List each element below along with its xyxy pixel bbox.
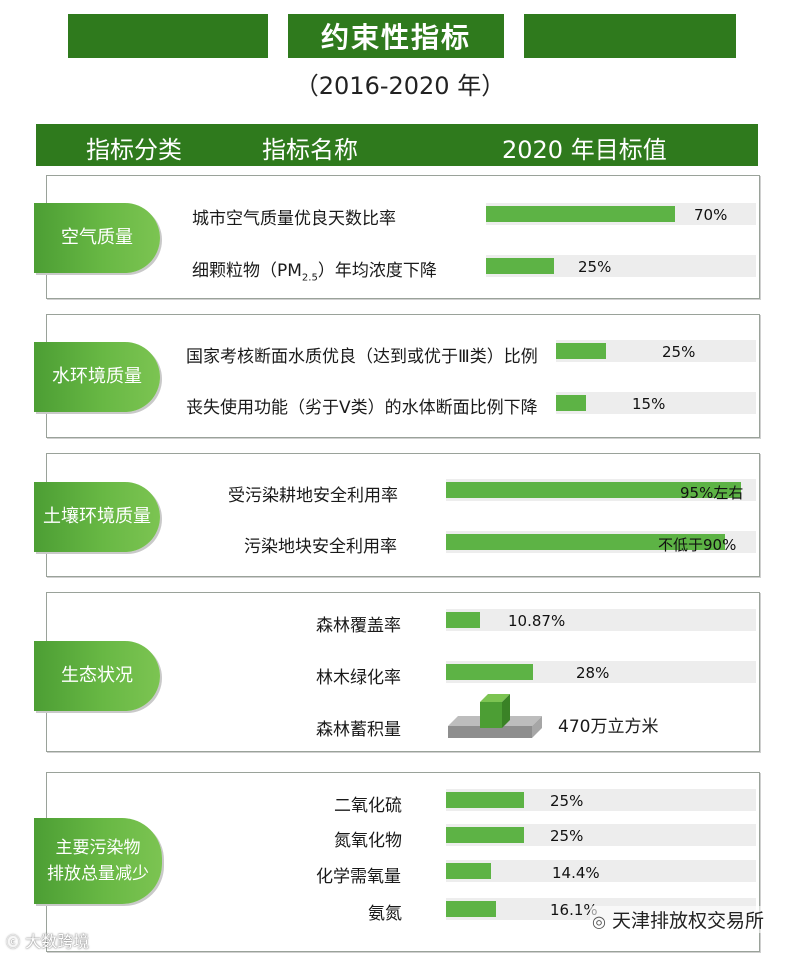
category-pollutants: 主要污染物 排放总量减少 xyxy=(34,818,162,904)
indicator-label-sub: 2.5 xyxy=(301,272,318,284)
title-left-bar xyxy=(68,14,268,58)
bar xyxy=(446,863,491,879)
bar-track xyxy=(446,860,756,882)
indicator-label: 森林蓄积量 xyxy=(316,720,401,740)
data-label: 25% xyxy=(550,792,584,810)
watermark-left: ⓒ 大数跨境 xyxy=(6,928,89,952)
data-label: 28% xyxy=(576,664,610,682)
bar xyxy=(446,482,741,498)
data-label: 10.87% xyxy=(508,612,566,630)
indicator-label: 丧失使用功能（劣于Ⅴ类）的水体断面比例下降 xyxy=(186,398,538,418)
indicator-label-main: 细颗粒物（PM xyxy=(192,261,302,281)
table-header: 指标分类 指标名称 2020 年目标值 xyxy=(36,124,758,166)
indicator-label: 二氧化硫 xyxy=(334,796,402,816)
category-soil: 土壤环境质量 xyxy=(34,482,160,552)
watermark-left-text: 大数跨境 xyxy=(25,932,90,951)
data-label: 70% xyxy=(694,206,728,224)
block-top xyxy=(480,694,510,702)
header-target: 2020 年目标值 xyxy=(502,136,667,164)
indicator-label: 林木绿化率 xyxy=(316,668,401,688)
block-front xyxy=(480,702,502,728)
bar xyxy=(556,343,606,359)
bar xyxy=(446,827,524,843)
bar-track xyxy=(446,789,756,811)
data-label: 470万立方米 xyxy=(558,717,659,737)
data-label: 15% xyxy=(632,395,666,413)
category-air: 空气质量 xyxy=(34,203,160,273)
bar-track xyxy=(556,340,756,362)
block-base-side xyxy=(532,716,542,738)
category-line: 排放总量减少 xyxy=(47,864,149,884)
bar xyxy=(446,534,725,550)
panel-water xyxy=(46,314,760,438)
watermark-right: ◎ 天津排放权交易所 xyxy=(590,906,767,933)
bar-track xyxy=(446,479,756,501)
title-right-bar xyxy=(524,14,736,58)
bar xyxy=(446,901,496,917)
bar-track xyxy=(556,392,756,414)
data-label: 14.4% xyxy=(552,864,600,882)
indicator-label: 氨氮 xyxy=(368,904,402,924)
header-indicator: 指标名称 xyxy=(262,136,358,164)
data-label: 25% xyxy=(578,258,612,276)
bar-track xyxy=(486,255,756,277)
panel-air xyxy=(46,175,760,299)
forest-volume-block xyxy=(448,694,542,738)
indicator-label: 城市空气质量优良天数比率 xyxy=(192,209,396,229)
block-base-front xyxy=(448,726,532,738)
block-side xyxy=(502,694,510,728)
indicator-label: 氮氧化物 xyxy=(334,831,402,851)
category-ecology: 生态状况 xyxy=(34,641,160,711)
chart-subtitle: （2016-2020 年） xyxy=(294,72,506,100)
data-label: 25% xyxy=(550,827,584,845)
bar xyxy=(446,612,480,628)
indicator-label: 化学需氧量 xyxy=(316,867,401,887)
indicator-label: 森林覆盖率 xyxy=(316,616,401,636)
category-water: 水环境质量 xyxy=(34,342,160,412)
indicator-label: 污染地块安全利用率 xyxy=(244,537,397,557)
bar-track xyxy=(446,609,756,631)
data-label: 16.1% xyxy=(550,901,598,919)
indicator-label-tail: ）年均浓度下降 xyxy=(317,261,437,281)
indicator-label: 细颗粒物（PM2.5）年均浓度下降 xyxy=(192,256,437,283)
bar xyxy=(446,792,524,808)
watermark-right-text: 天津排放权交易所 xyxy=(612,910,765,932)
wechat-icon: ◎ xyxy=(592,912,606,931)
bar xyxy=(556,395,586,411)
bar xyxy=(486,258,554,274)
panel-soil xyxy=(46,453,760,577)
bar-track xyxy=(486,203,756,225)
chart-title: 约束性指标 xyxy=(288,14,504,58)
indicator-label: 国家考核断面水质优良（达到或优于Ⅲ类）比例 xyxy=(186,347,538,367)
bar-track xyxy=(446,661,756,683)
data-label: 不低于90% xyxy=(658,536,737,554)
watermark-logo-icon: ⓒ xyxy=(6,935,20,951)
bar-track xyxy=(446,824,756,846)
indicator-label: 受污染耕地安全利用率 xyxy=(228,486,398,506)
data-label: 95%左右 xyxy=(680,484,744,502)
header-category: 指标分类 xyxy=(86,136,182,164)
bar-track xyxy=(446,531,756,553)
bar xyxy=(446,664,533,680)
category-line: 主要污染物 xyxy=(55,838,141,858)
bar xyxy=(486,206,675,222)
data-label: 25% xyxy=(662,343,696,361)
